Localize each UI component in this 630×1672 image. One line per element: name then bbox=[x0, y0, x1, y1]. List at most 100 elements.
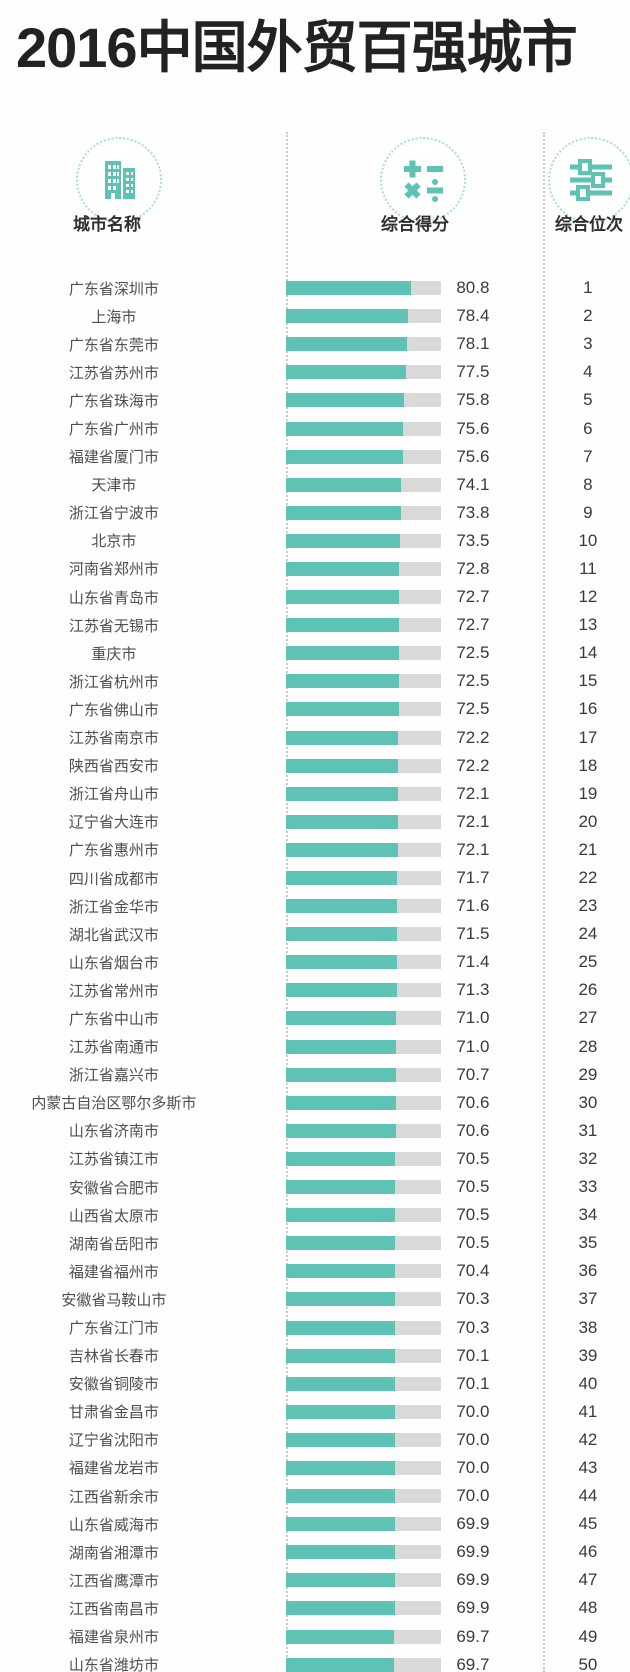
city-name: 吉林省长春市 bbox=[68, 1348, 159, 1366]
score-bar-fill bbox=[285, 702, 399, 717]
rank-value: 32 bbox=[578, 1148, 598, 1168]
table-row: 广东省东莞市 78.1 3 bbox=[0, 330, 630, 358]
table-row: 湖南省湘潭市 69.9 46 bbox=[0, 1538, 630, 1566]
rank-value: 36 bbox=[578, 1261, 598, 1281]
score-bar-track bbox=[285, 1489, 442, 1504]
rank-value: 13 bbox=[578, 615, 598, 635]
score-bar-track bbox=[285, 281, 442, 296]
rank-value: 25 bbox=[578, 952, 598, 972]
score-bar-fill bbox=[285, 983, 397, 998]
score-bar-track bbox=[285, 1095, 442, 1110]
rank-value: 19 bbox=[578, 783, 598, 803]
score-bar-fill bbox=[285, 1348, 395, 1363]
table-row: 内蒙古自治区鄂尔多斯市 70.6 30 bbox=[0, 1089, 630, 1117]
score-value: 71.3 bbox=[456, 980, 490, 1000]
score-bar-fill bbox=[285, 1151, 396, 1166]
table-row: 山东省烟台市 71.4 25 bbox=[0, 948, 630, 976]
table-row: 安徽省铜陵市 70.1 40 bbox=[0, 1370, 630, 1398]
sliders-icon bbox=[570, 159, 612, 201]
rank-value: 24 bbox=[578, 924, 598, 944]
column-divider-right bbox=[543, 132, 545, 1672]
table-row: 江苏省常州市 71.3 26 bbox=[0, 976, 630, 1004]
table-row: 湖南省岳阳市 70.5 35 bbox=[0, 1229, 630, 1257]
rank-column-label: 综合位次 bbox=[555, 215, 623, 234]
city-name: 山西省太原市 bbox=[68, 1207, 159, 1225]
city-name: 江西省南昌市 bbox=[68, 1600, 159, 1618]
score-bar-track bbox=[285, 590, 442, 605]
score-bar-fill bbox=[285, 505, 401, 520]
table-row: 广东省中山市 71.0 27 bbox=[0, 1004, 630, 1032]
city-name: 江西省新余市 bbox=[68, 1488, 159, 1506]
score-bar-fill bbox=[285, 1320, 396, 1335]
rank-value: 45 bbox=[578, 1514, 598, 1534]
rank-value: 41 bbox=[578, 1401, 598, 1421]
score-bar-fill bbox=[285, 337, 408, 352]
score-value: 70.5 bbox=[456, 1148, 490, 1168]
city-name: 天津市 bbox=[91, 477, 137, 495]
rank-value: 23 bbox=[578, 896, 598, 916]
city-name: 上海市 bbox=[91, 308, 137, 326]
score-bar-track bbox=[285, 365, 442, 380]
city-name: 江西省鹰潭市 bbox=[68, 1572, 159, 1590]
city-name: 广东省惠州市 bbox=[68, 842, 159, 860]
score-bar-track bbox=[285, 1517, 442, 1532]
city-name: 辽宁省沈阳市 bbox=[68, 1432, 159, 1450]
rank-value: 9 bbox=[583, 502, 593, 522]
score-bar-fill bbox=[285, 1629, 395, 1644]
rank-value: 35 bbox=[578, 1233, 598, 1253]
score-value: 71.0 bbox=[456, 1036, 490, 1056]
score-value: 78.1 bbox=[456, 334, 490, 354]
table-row: 甘肃省金昌市 70.0 41 bbox=[0, 1398, 630, 1426]
score-bar-track bbox=[285, 871, 442, 886]
score-bar-fill bbox=[285, 1039, 397, 1054]
score-bar-track bbox=[285, 337, 442, 352]
table-row: 山东省威海市 69.9 45 bbox=[0, 1510, 630, 1538]
table-row: 重庆市 72.5 14 bbox=[0, 639, 630, 667]
city-name: 浙江省金华市 bbox=[68, 898, 159, 916]
score-value: 71.5 bbox=[456, 924, 490, 944]
rank-value: 27 bbox=[578, 1008, 598, 1028]
rank-value: 21 bbox=[578, 839, 598, 859]
city-name: 山东省烟台市 bbox=[68, 954, 159, 972]
table-row: 广东省深圳市 80.8 1 bbox=[0, 274, 630, 302]
score-bar-track bbox=[285, 1320, 442, 1335]
score-bar-track bbox=[285, 1545, 442, 1560]
table-row: 江苏省镇江市 70.5 32 bbox=[0, 1145, 630, 1173]
score-bar-fill bbox=[285, 449, 404, 464]
city-name: 江苏省南京市 bbox=[68, 730, 159, 748]
score-bar-fill bbox=[285, 1236, 396, 1251]
score-bar-fill bbox=[285, 927, 397, 942]
rank-value: 30 bbox=[578, 1092, 598, 1112]
score-bar-fill bbox=[285, 842, 398, 857]
table-row: 天津市 74.1 8 bbox=[0, 471, 630, 499]
score-bar-track bbox=[285, 899, 442, 914]
table-row: 江苏省无锡市 72.7 13 bbox=[0, 611, 630, 639]
city-column-icon-circle bbox=[76, 137, 162, 223]
score-bar-fill bbox=[285, 871, 398, 886]
city-name: 福建省厦门市 bbox=[68, 449, 159, 467]
score-bar-fill bbox=[285, 281, 412, 296]
score-bar-fill bbox=[285, 1095, 396, 1110]
table-row: 四川省成都市 71.7 22 bbox=[0, 864, 630, 892]
rank-value: 42 bbox=[578, 1429, 598, 1449]
score-value: 73.5 bbox=[456, 530, 490, 550]
score-bar-fill bbox=[285, 533, 401, 548]
score-column-label: 综合得分 bbox=[381, 215, 449, 234]
table-row: 安徽省马鞍山市 70.3 37 bbox=[0, 1285, 630, 1313]
rank-value: 17 bbox=[578, 727, 598, 747]
score-value: 72.1 bbox=[456, 811, 490, 831]
score-bar-track bbox=[285, 561, 442, 576]
rank-value: 4 bbox=[583, 362, 593, 382]
city-name: 广东省江门市 bbox=[68, 1320, 159, 1338]
score-bar-fill bbox=[285, 618, 399, 633]
city-name: 安徽省马鞍山市 bbox=[61, 1291, 167, 1309]
score-bar-fill bbox=[285, 309, 408, 324]
city-column-label: 城市名称 bbox=[73, 215, 141, 234]
rank-value: 5 bbox=[583, 390, 593, 410]
table-row: 江西省新余市 70.0 44 bbox=[0, 1482, 630, 1510]
score-value: 70.6 bbox=[456, 1092, 490, 1112]
city-name: 北京市 bbox=[91, 533, 137, 551]
score-value: 71.0 bbox=[456, 1008, 490, 1028]
score-value: 70.5 bbox=[456, 1177, 490, 1197]
score-bar-track bbox=[285, 674, 442, 689]
